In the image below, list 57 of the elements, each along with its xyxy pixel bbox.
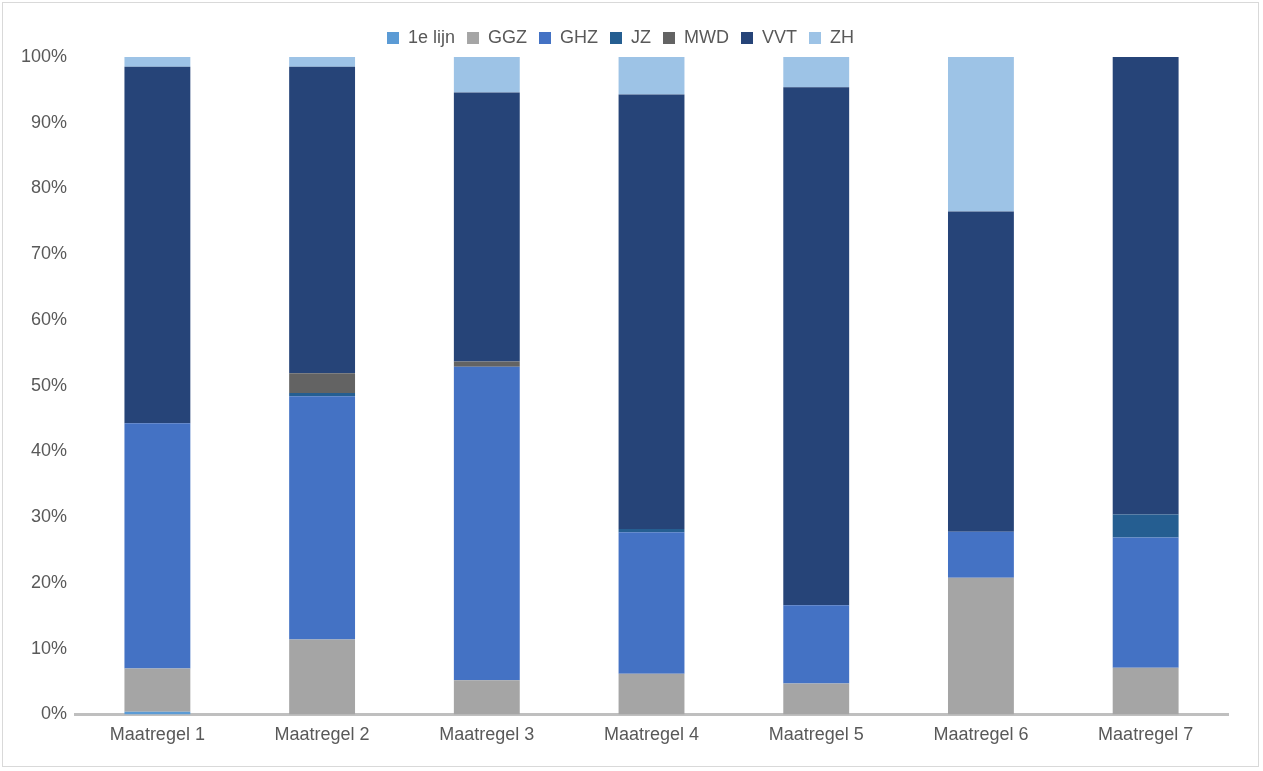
y-tick-label: 30% <box>31 506 68 527</box>
bar <box>783 605 850 684</box>
bar <box>618 673 685 715</box>
bar <box>1112 514 1179 538</box>
y-tick-label: 90% <box>31 111 68 132</box>
y-tick-label: 20% <box>31 571 68 592</box>
bar <box>453 361 520 367</box>
x-tick-label: Maatregel 2 <box>274 724 370 745</box>
x-tick-label: Maatregel 4 <box>603 724 700 745</box>
y-tick-label: 60% <box>31 308 68 329</box>
legend-label: GHZ <box>560 26 599 47</box>
bar <box>453 680 520 715</box>
bar <box>618 57 685 95</box>
bar <box>124 57 191 67</box>
y-tick-label: 50% <box>31 374 68 395</box>
y-tick-label: 0% <box>41 703 68 724</box>
y-tick-label: 100% <box>20 45 68 66</box>
x-tick-label: Maatregel 1 <box>109 724 205 745</box>
bar <box>1112 537 1179 668</box>
bar <box>453 57 520 93</box>
bar <box>783 87 850 606</box>
legend-label: JZ <box>631 26 652 47</box>
y-tick-label: 80% <box>31 177 68 198</box>
x-tick-label: Maatregel 5 <box>768 724 864 745</box>
bar <box>948 531 1014 578</box>
bar <box>124 423 191 669</box>
bar <box>453 92 520 362</box>
bar <box>948 577 1014 715</box>
bar <box>783 57 850 88</box>
bar <box>289 639 356 715</box>
x-tick-label: Maatregel 7 <box>1098 724 1194 745</box>
y-tick-label: 70% <box>31 243 68 264</box>
legend-label: 1e lijn <box>408 26 456 47</box>
bar <box>618 94 685 530</box>
bar <box>289 396 356 640</box>
legend-label: MWD <box>684 26 729 47</box>
bar <box>618 532 685 674</box>
x-tick-label: Maatregel 3 <box>439 724 535 745</box>
bar <box>289 57 356 67</box>
bar <box>948 57 1014 212</box>
bar <box>124 668 191 712</box>
bar <box>1112 57 1179 515</box>
bar <box>289 66 356 374</box>
bar <box>1112 667 1179 715</box>
bar <box>948 211 1014 532</box>
bar <box>783 683 850 715</box>
bar <box>453 366 520 681</box>
bar <box>289 392 356 397</box>
bar <box>618 529 685 533</box>
bar <box>124 66 191 424</box>
legend-label: ZH <box>830 26 855 47</box>
x-tick-label: Maatregel 6 <box>933 724 1029 745</box>
legend-label: GGZ <box>488 26 528 47</box>
legend-label: VVT <box>762 26 798 47</box>
y-tick-label: 10% <box>31 637 68 658</box>
y-tick-label: 40% <box>31 440 68 461</box>
bar <box>289 373 356 393</box>
